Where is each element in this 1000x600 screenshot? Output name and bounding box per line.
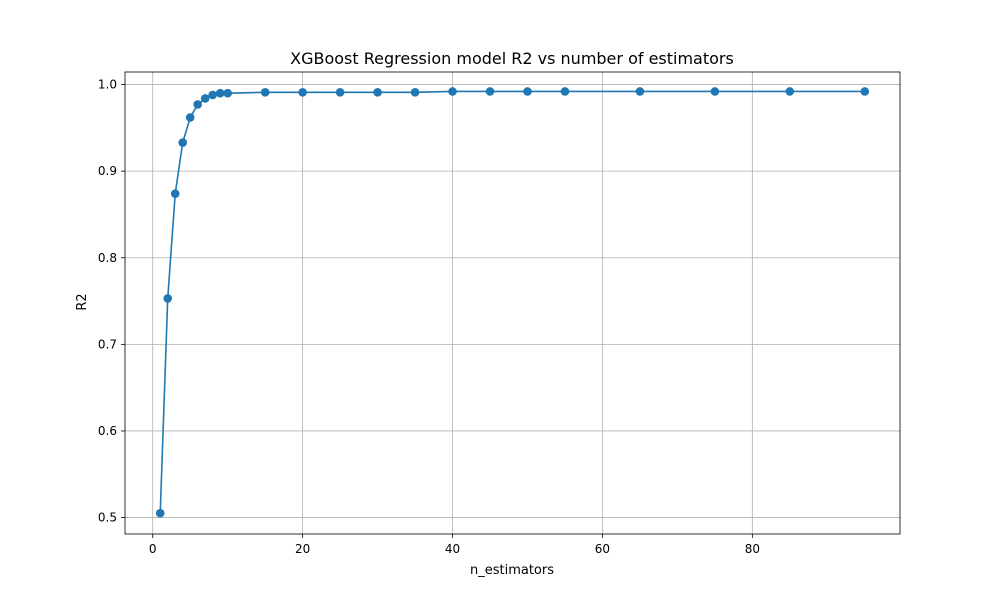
data-point-16 <box>485 87 495 96</box>
data-point-17 <box>523 87 532 96</box>
chart-title: XGBoost Regression model R2 vs number of… <box>290 49 734 68</box>
data-point-0 <box>155 508 165 518</box>
y-tick-label-3: 0.8 <box>98 251 117 265</box>
y-tick-label-5: 1.0 <box>98 78 117 92</box>
x-tick-label-3: 60 <box>595 542 610 556</box>
y-tick-label-2: 0.7 <box>98 337 117 351</box>
data-point-5 <box>193 100 203 109</box>
y-tick-label-0: 0.5 <box>98 511 117 525</box>
data-point-8 <box>215 88 225 98</box>
data-point-3 <box>178 138 188 147</box>
x-tick-label-1: 20 <box>295 542 310 556</box>
data-point-14 <box>410 88 420 97</box>
data-point-15 <box>448 87 457 96</box>
data-point-9 <box>223 88 232 98</box>
y-tick-label-4: 0.9 <box>98 164 117 178</box>
y-axis-label: R2 <box>75 293 90 310</box>
data-point-19 <box>635 87 645 96</box>
y-tick-label-1: 0.6 <box>98 424 117 438</box>
x-tick-label-2: 40 <box>445 542 460 556</box>
grid <box>125 72 900 534</box>
data-point-21 <box>785 87 795 96</box>
data-point-20 <box>710 87 720 96</box>
ticks: 0 20 40 60 80 0.5 0.6 0.7 0.8 0.9 1.0 <box>98 78 760 556</box>
data-point-13 <box>373 88 382 97</box>
plot-frame <box>124 71 901 535</box>
data-point-12 <box>335 88 345 97</box>
x-axis-label: n_estimators <box>470 563 554 578</box>
data-point-18 <box>560 87 570 96</box>
x-tick-label-4: 80 <box>745 542 760 556</box>
data-point-7 <box>208 90 217 100</box>
x-tick-label-0: 0 <box>149 542 157 556</box>
data-point-6 <box>200 94 210 103</box>
data-point-11 <box>298 88 307 97</box>
data-point-4 <box>185 113 195 122</box>
data-point-2 <box>170 189 180 198</box>
data-point-1 <box>163 294 173 303</box>
data-point-10 <box>260 88 270 97</box>
data-series <box>155 87 870 518</box>
data-point-22 <box>860 87 870 96</box>
